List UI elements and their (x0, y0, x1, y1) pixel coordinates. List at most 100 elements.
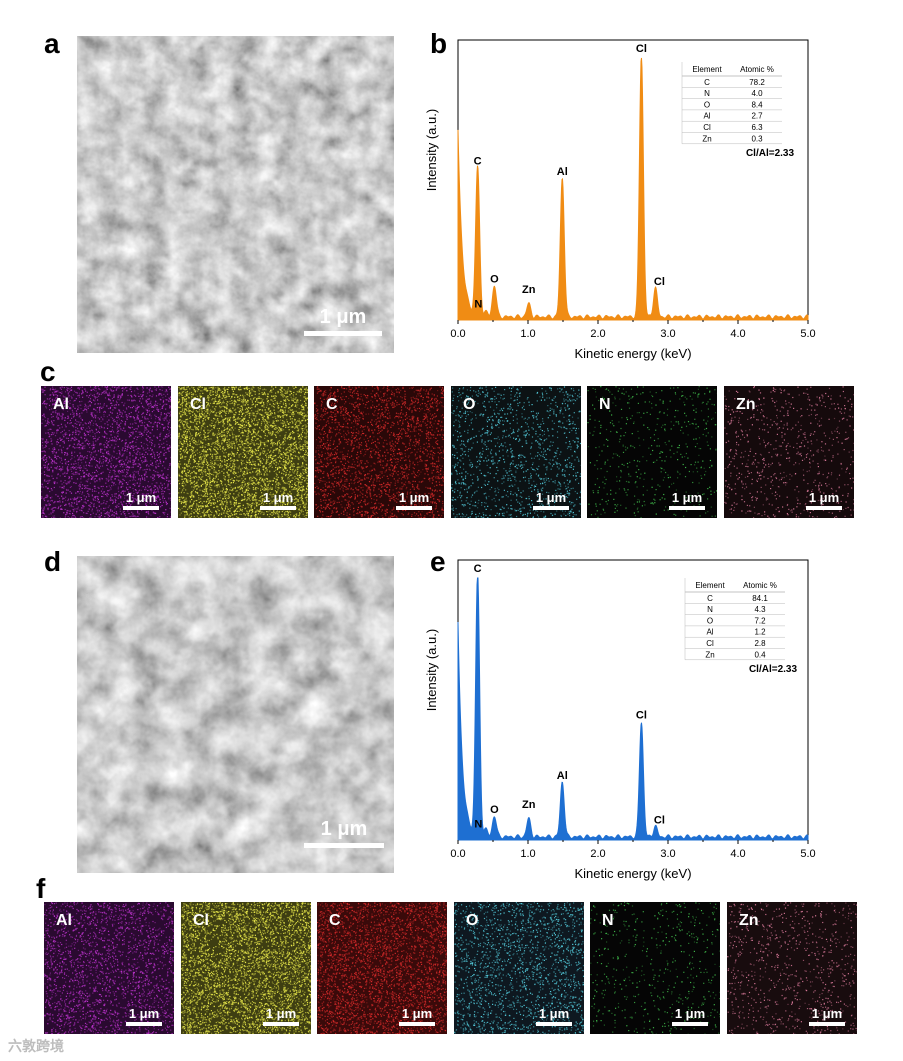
peak-label-n: N (474, 299, 482, 311)
map-scale-bar-label: 1 μm (812, 1006, 842, 1021)
eds-map-label: C (326, 396, 338, 414)
peak-label-zn: Zn (522, 799, 536, 811)
map-scale-bar: 1 μm (806, 490, 842, 510)
x-tick-label: 2.0 (590, 848, 605, 860)
sem-image-d: 1 μm (77, 556, 394, 873)
scale-bar-d: 1 μm (303, 818, 385, 848)
map-scale-bar-line (533, 506, 569, 510)
eds-map-o: O 1 μm (454, 902, 584, 1034)
x-tick-label: 0.0 (450, 328, 465, 340)
table-cell: 78.2 (749, 78, 765, 87)
table-cell: 0.3 (751, 134, 763, 143)
eds-map-cl: Cl 1 μm (178, 386, 308, 518)
peak-label-cl: Cl (654, 276, 665, 288)
map-scale-bar: 1 μm (672, 1006, 708, 1026)
table-cell: Cl (703, 123, 711, 132)
peak-label-c: C (474, 563, 482, 575)
map-scale-bar-line (536, 1022, 572, 1026)
table-header: Atomic % (743, 581, 777, 590)
peak-label-al: Al (557, 770, 568, 782)
eds-map-o: O 1 μm (451, 386, 581, 518)
x-tick-label: 3.0 (660, 848, 675, 860)
scale-bar-label-a: 1 μm (303, 306, 383, 329)
spectrum-area (457, 577, 809, 841)
map-scale-bar-label: 1 μm (399, 490, 429, 505)
peak-label-zn: Zn (522, 284, 536, 296)
map-scale-bar-line (126, 1022, 162, 1026)
table-cell: Zn (702, 134, 711, 143)
scale-bar-line-a (304, 331, 382, 336)
cl-al-ratio: Cl/Al=2.33 (746, 148, 795, 159)
map-scale-bar: 1 μm (809, 1006, 845, 1026)
table-header: Atomic % (740, 65, 774, 74)
map-scale-bar-label: 1 μm (126, 490, 156, 505)
panel-label-b: b (430, 30, 447, 58)
eds-map-label: N (599, 396, 611, 414)
x-tick-label: 5.0 (800, 328, 815, 340)
map-scale-bar-label: 1 μm (266, 1006, 296, 1021)
map-scale-bar: 1 μm (260, 490, 296, 510)
table-cell: Al (703, 112, 710, 121)
eds-map-c: C 1 μm (314, 386, 444, 518)
eds-map-label: Zn (739, 912, 759, 930)
table-cell: C (704, 78, 710, 87)
x-tick-label: 4.0 (730, 848, 745, 860)
eds-map-dots-o (454, 902, 584, 1034)
table-cell: 6.3 (751, 123, 763, 132)
peak-label-cl: Cl (654, 815, 665, 827)
map-scale-bar: 1 μm (533, 490, 569, 510)
map-scale-bar-line (399, 1022, 435, 1026)
eds-map-label: Zn (736, 396, 756, 414)
eds-map-dots-cl (181, 902, 311, 1034)
map-scale-bar-line (672, 1022, 708, 1026)
map-scale-bar-line (263, 1022, 299, 1026)
map-scale-bar: 1 μm (123, 490, 159, 510)
y-axis-label: Intensity (a.u.) (424, 109, 439, 191)
peak-label-c: C (474, 156, 482, 168)
watermark: 六敦跨境 (8, 1036, 64, 1056)
eds-map-zn: Zn 1 μm (724, 386, 854, 518)
map-scale-bar-label: 1 μm (809, 490, 839, 505)
table-cell: O (704, 100, 710, 109)
eds-map-dots-o (451, 386, 581, 518)
peak-label-o: O (490, 804, 499, 816)
map-scale-bar: 1 μm (669, 490, 705, 510)
map-scale-bar: 1 μm (396, 490, 432, 510)
panel-label-a: a (44, 30, 60, 58)
table-cell: N (707, 605, 713, 614)
eds-map-label: O (463, 396, 475, 414)
map-scale-bar-line (809, 1022, 845, 1026)
table-cell: 4.3 (754, 605, 766, 614)
table-header: Element (692, 65, 722, 74)
eds-map-dots-n (587, 386, 717, 518)
panel-label-d: d (44, 548, 61, 576)
map-scale-bar: 1 μm (536, 1006, 572, 1026)
eds-map-label: C (329, 912, 341, 930)
map-scale-bar-label: 1 μm (263, 490, 293, 505)
table-cell: 2.8 (754, 639, 766, 648)
peak-label-al: Al (557, 166, 568, 178)
map-scale-bar-line (669, 506, 705, 510)
eds-chart-e: C N O Zn Al Cl Cl 0.0 1.0 2.0 3.0 4.0 5.0 Kinetic ene… (420, 556, 820, 886)
table-cell: 84.1 (752, 594, 768, 603)
panel-label-c: c (40, 358, 56, 386)
eds-map-dots-al (44, 902, 174, 1034)
eds-map-label: Cl (193, 912, 209, 930)
scale-bar-label-d: 1 μm (303, 818, 385, 841)
map-scale-bar-label: 1 μm (539, 1006, 569, 1021)
eds-map-label: O (466, 912, 478, 930)
eds-map-dots-al (41, 386, 171, 518)
cl-al-ratio: Cl/Al=2.33 (749, 664, 798, 675)
table-cell: 8.4 (751, 100, 763, 109)
map-scale-bar: 1 μm (399, 1006, 435, 1026)
table-cell: N (704, 89, 710, 98)
eds-map-dots-cl (178, 386, 308, 518)
x-tick-label: 1.0 (520, 328, 535, 340)
eds-map-cl: Cl 1 μm (181, 902, 311, 1034)
table-header: Element (695, 581, 725, 590)
x-tick-label: 2.0 (590, 328, 605, 340)
eds-map-label: N (602, 912, 614, 930)
eds-map-label: Cl (190, 396, 206, 414)
